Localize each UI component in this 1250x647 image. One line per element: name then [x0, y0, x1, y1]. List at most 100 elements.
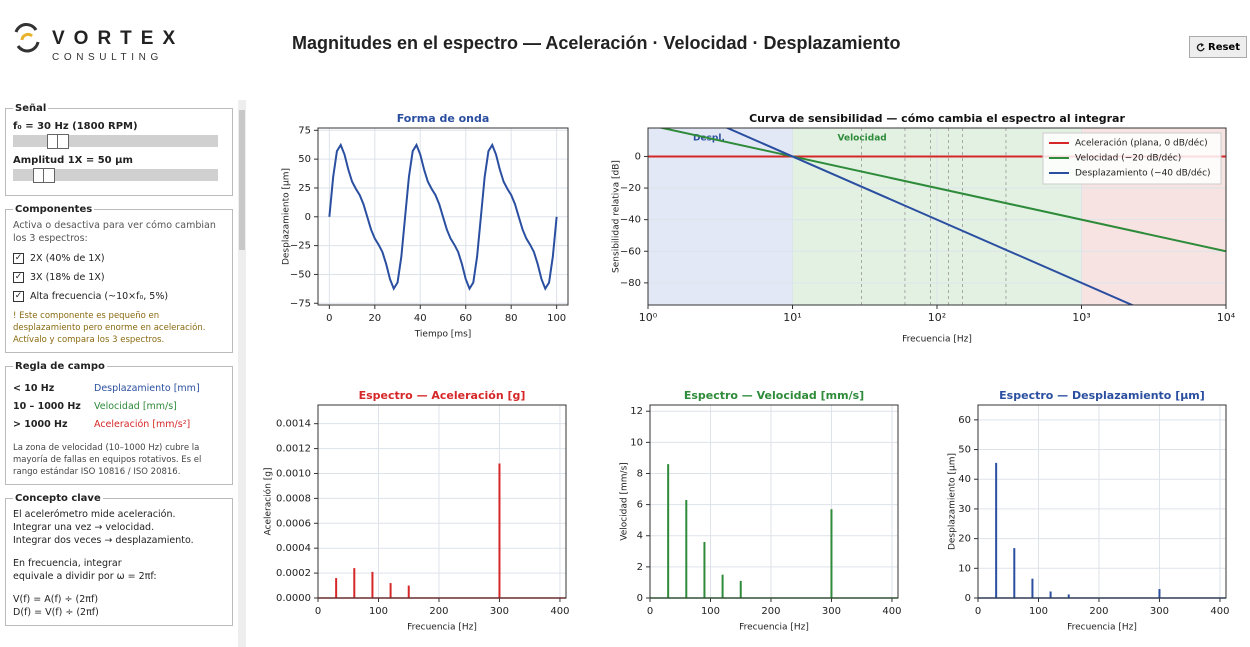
checkbox[interactable]: ✓ 2X (40% de 1X): [13, 253, 105, 264]
y-tick-label: 25: [298, 183, 311, 194]
x-tick-label: 300: [1150, 606, 1169, 617]
x-axis-label: Tiempo [ms]: [414, 330, 472, 340]
rule-unit: Aceleración [mm/s²]: [94, 419, 191, 430]
y-tick-label: 4: [637, 531, 643, 542]
legend-box: [1042, 132, 1222, 185]
reset-label: Reset: [1208, 41, 1240, 53]
chart: 0 20 40 60 80 100 −75 −50 −25 0 25 50 75 Forma de ond…: [282, 112, 569, 340]
sidebar: Señal f₀ = 30 Hz (1800 RPM) Amplitud 1X …: [0, 100, 237, 647]
plot-frame: [317, 127, 569, 306]
checkbox[interactable]: ✓ 3X (18% de 1X): [13, 272, 105, 283]
x-tick-label: 0: [975, 606, 981, 617]
y-tick-label: 0.0002: [276, 568, 311, 579]
x-tick-label: 300: [490, 606, 509, 617]
y-tick-label: −80: [620, 278, 641, 289]
chart-title: Forma de onda: [397, 112, 490, 125]
legend-label: Desplazamiento (−40 dB/déc): [1075, 168, 1211, 179]
series-line: [657, 128, 1226, 253]
x-tick-label: 200: [761, 606, 780, 617]
x-tick-label: 10¹: [783, 311, 801, 324]
freq-slider[interactable]: [13, 134, 218, 149]
x-tick-label: 80: [505, 313, 518, 324]
zone-label: Velocidad: [838, 134, 887, 144]
chart-title: Curva de sensibilidad — cómo cambia el e…: [749, 112, 1125, 125]
panel-legend: Concepto clave: [15, 493, 101, 504]
y-tick-label: 50: [298, 154, 311, 165]
x-tick-label: 100: [547, 313, 566, 324]
x-tick-label: 200: [1089, 606, 1108, 617]
plot-frame: [317, 404, 567, 599]
checkbox-label: Alta frecuencia (~10×f₀, 5%): [30, 291, 169, 302]
rule-row: < 10 Hz Desplazamiento [mm]: [13, 383, 225, 394]
rule-range: 10 – 1000 Hz: [13, 401, 81, 412]
x-tick-label: 200: [429, 606, 448, 617]
amp-slider[interactable]: [13, 168, 218, 183]
y-tick-label: 10: [958, 563, 971, 574]
chart-title: Espectro — Aceleración [g]: [359, 389, 526, 402]
y-axis-label: Sensibilidad relativa [dB]: [612, 160, 622, 273]
x-tick-label: 300: [822, 606, 841, 617]
y-tick-label: 0: [637, 593, 643, 604]
x-tick-label: 0: [647, 606, 653, 617]
x-tick-label: 60: [459, 313, 472, 324]
checkbox[interactable]: ✓ Alta frecuencia (~10×f₀, 5%): [13, 291, 169, 302]
chart-title: Espectro — Velocidad [mm/s]: [684, 389, 864, 402]
rule-range: < 10 Hz: [13, 383, 55, 394]
x-tick-label: 0: [326, 313, 332, 324]
x-axis-label: Frecuencia [Hz]: [407, 623, 477, 633]
rules-panel: Regla de campo < 10 Hz Desplazamiento [mm…: [5, 361, 233, 485]
x-tick-label: 400: [1210, 606, 1229, 617]
reset-button[interactable]: Reset: [1189, 36, 1247, 58]
plot-area: [318, 405, 566, 598]
y-tick-label: 50: [958, 445, 971, 456]
x-axis-label: Frecuencia [Hz]: [1067, 623, 1137, 633]
concept-line: El acelerómetro mide aceleración.: [13, 509, 176, 520]
y-tick-label: 75: [298, 125, 311, 136]
y-tick-label: 30: [958, 504, 971, 515]
legend-label: Velocidad (−20 dB/déc): [1075, 153, 1181, 164]
formula: D(f) = V(f) ÷ (2πf): [13, 607, 99, 618]
x-tick-label: 10⁴: [1217, 311, 1236, 324]
chart: 0 100 200 300 400 0 2 4 6 8 10 12 Espectro — Velocid…: [620, 389, 902, 633]
checkbox-label: 2X (40% de 1X): [30, 253, 105, 264]
freq-label: f₀ = 30 Hz (1800 RPM): [13, 121, 138, 132]
panel-legend: Regla de campo: [15, 361, 105, 372]
rules-note: La zona de velocidad (10–1000 Hz) cubre …: [13, 443, 202, 477]
x-tick-label: 100: [369, 606, 388, 617]
rule-unit: Desplazamiento [mm]: [94, 383, 200, 394]
reset-icon: [1196, 42, 1205, 51]
concept-line: En frecuencia, integrar equivale a divid…: [13, 558, 157, 582]
logo: VORTEX CONSULTING: [52, 28, 184, 63]
slider-thumb[interactable]: [43, 168, 55, 183]
plot-area: [650, 405, 898, 598]
y-axis-label: Desplazamiento [μm]: [282, 168, 292, 265]
y-tick-label: 0.0004: [276, 543, 311, 554]
chart: 0 100 200 300 400 0 10 20 30 40 50 60 Espectro — Des…: [948, 389, 1230, 633]
y-tick-label: 6: [637, 500, 643, 511]
x-tick-label: 20: [368, 313, 381, 324]
y-tick-label: −25: [290, 241, 311, 252]
x-tick-label: 10²: [928, 311, 946, 324]
rule-unit: Velocidad [mm/s]: [94, 401, 177, 412]
rule-row: 10 – 1000 Hz Velocidad [mm/s]: [13, 401, 225, 412]
y-axis-label: Velocidad [mm/s]: [620, 462, 630, 541]
y-tick-label: 0.0008: [276, 493, 311, 504]
scroll-thumb[interactable]: [239, 110, 245, 250]
logo-icon: [14, 23, 40, 53]
concept-panel: Concepto clave El acelerómetro mide acel…: [5, 493, 233, 626]
scrollbar[interactable]: [238, 100, 246, 647]
intro: Activa o desactiva para ver cómo cambian…: [13, 220, 216, 244]
y-axis-label: Aceleración [g]: [263, 468, 274, 536]
slider-thumb[interactable]: [57, 134, 69, 149]
signal-panel: Señal f₀ = 30 Hz (1800 RPM) Amplitud 1X …: [5, 103, 233, 196]
y-tick-label: 0: [305, 212, 311, 223]
y-tick-label: −60: [620, 246, 641, 257]
series-line: [724, 128, 1135, 305]
x-tick-label: 40: [414, 313, 427, 324]
concept-line: Integrar una vez → velocidad.: [13, 522, 155, 533]
logo-subtext: CONSULTING: [52, 52, 163, 63]
y-tick-label: 60: [958, 415, 971, 426]
legend-label: Aceleración (plana, 0 dB/déc): [1075, 138, 1208, 149]
y-tick-label: −50: [290, 269, 311, 280]
